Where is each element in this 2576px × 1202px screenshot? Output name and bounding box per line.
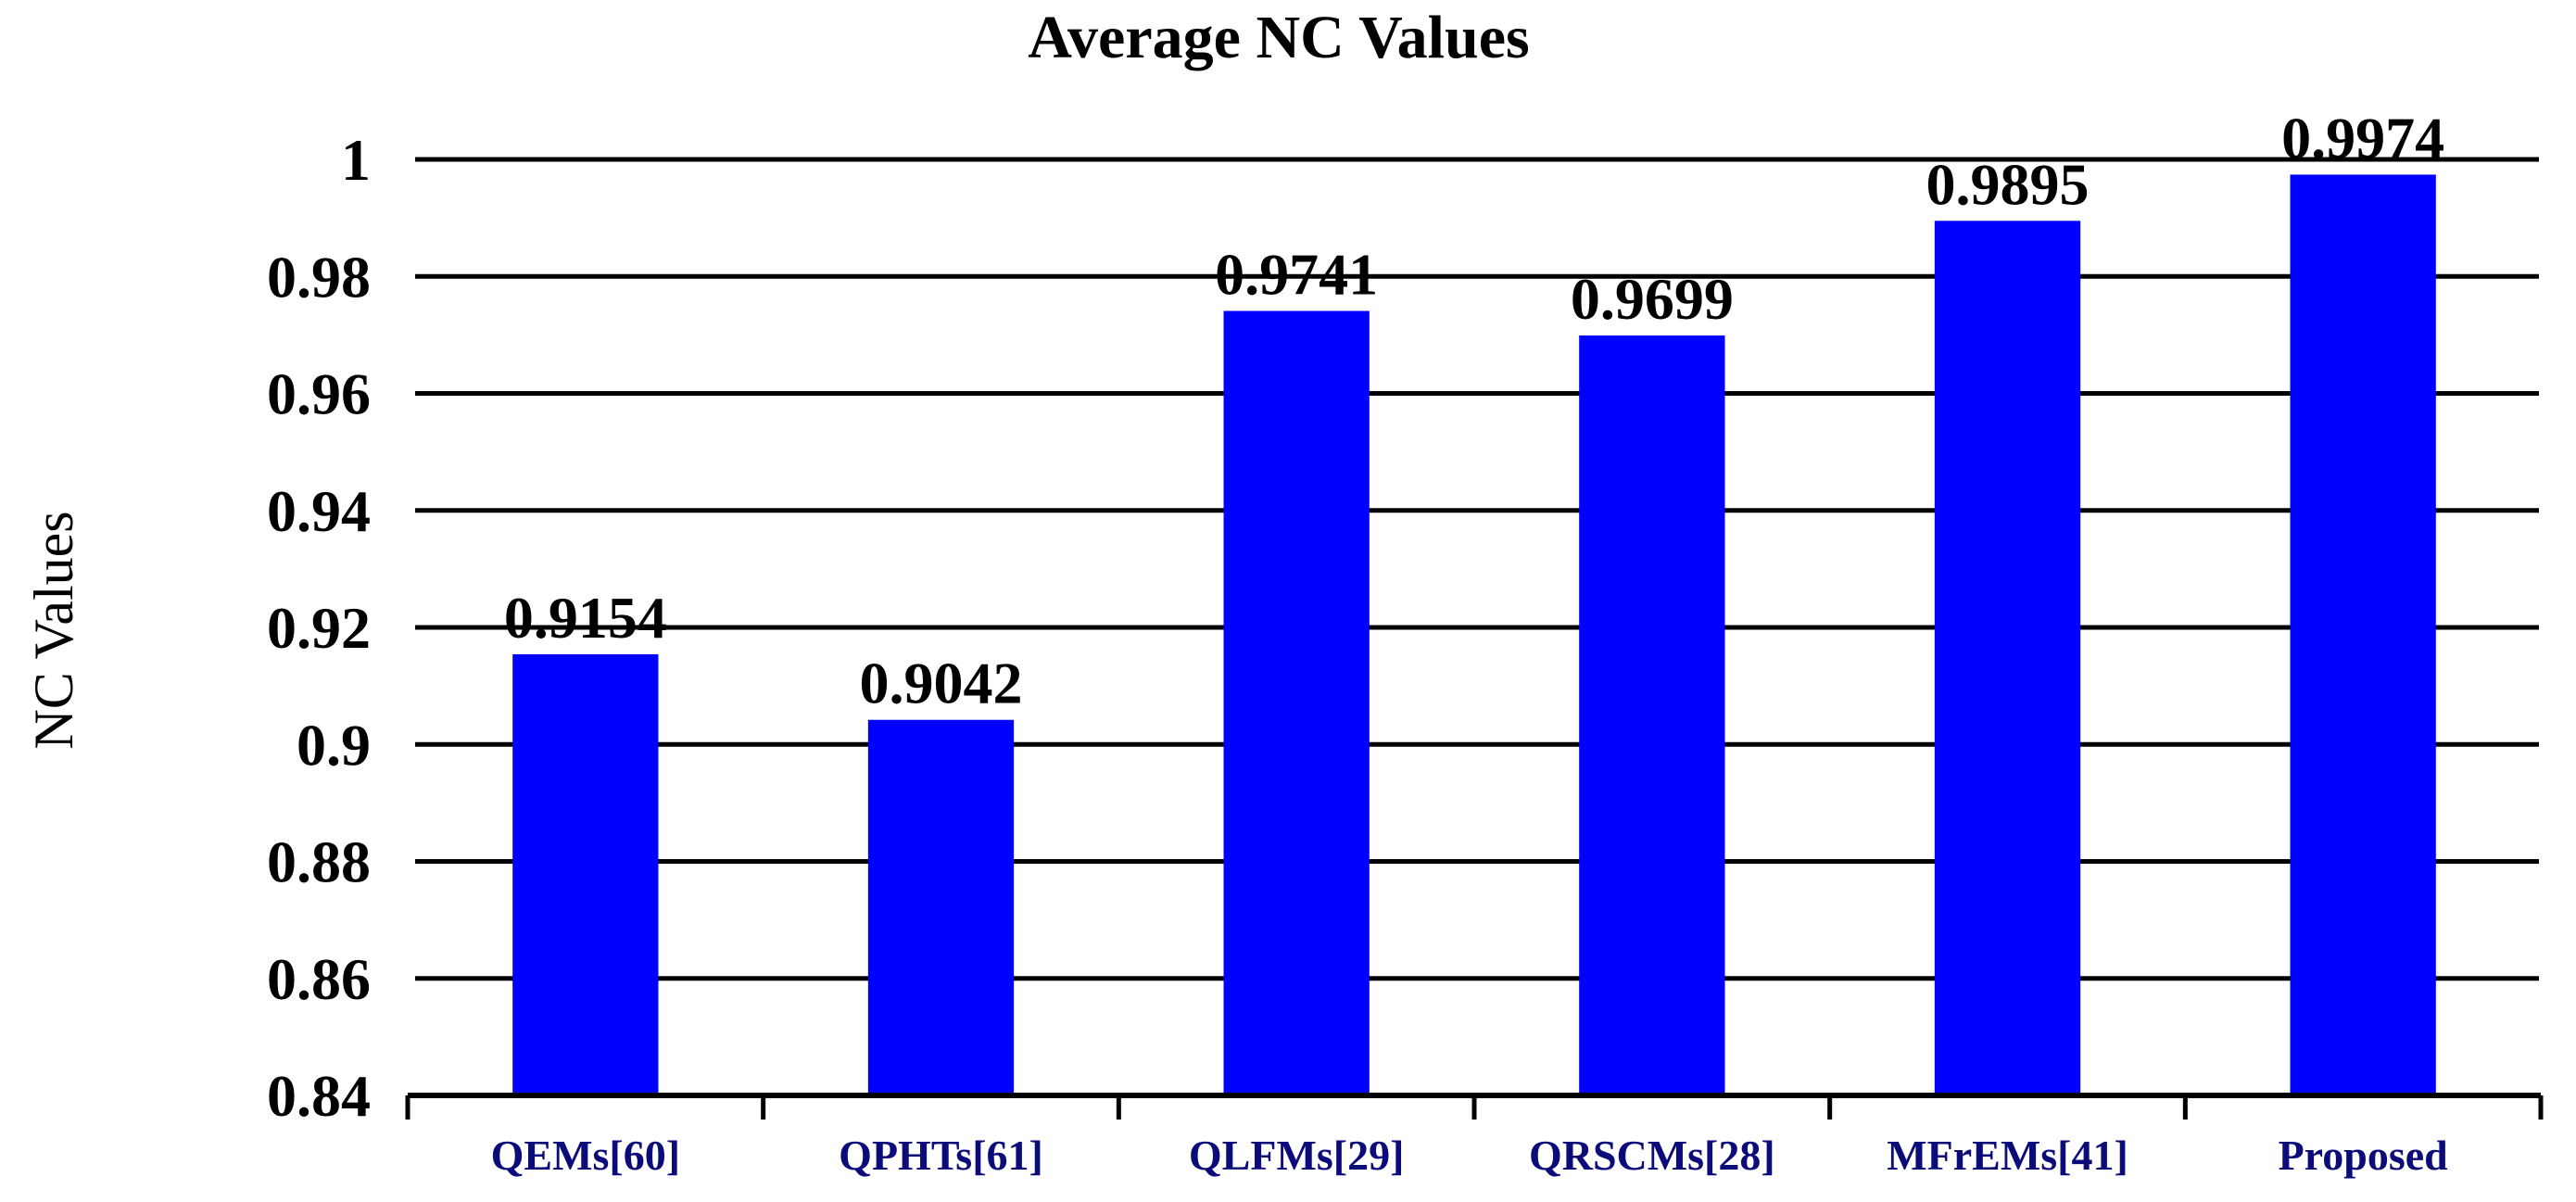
x-tick-label: QLFMs[29] [1189, 1132, 1405, 1179]
y-tick-label: 0.84 [267, 1063, 371, 1129]
x-tick-label: QPHTs[61] [839, 1132, 1043, 1179]
y-tick-label: 1 [341, 127, 371, 193]
bar [1223, 310, 1370, 1095]
y-tick-label: 0.98 [267, 244, 371, 310]
y-tick-label: 0.96 [267, 361, 371, 427]
x-tick-labels: QEMs[60] QPHTs[61] QLFMs[29] QRSCMs[28] MFrE… [491, 1132, 2449, 1179]
gridlines [415, 157, 2539, 981]
data-label: 0.9895 [1926, 151, 2090, 217]
data-label: 0.9699 [1571, 266, 1734, 332]
bars [512, 174, 2436, 1096]
bar [867, 719, 1015, 1095]
bar [1934, 221, 2081, 1095]
x-tick-label: Proposed [2279, 1132, 2449, 1179]
y-tick-label: 0.94 [267, 478, 371, 544]
x-tick-label: MFrEMs[41] [1887, 1132, 2128, 1179]
data-labels: 0.9154 0.9042 0.9741 0.9699 0.9895 0.9974 [504, 105, 2444, 715]
data-label: 0.9741 [1215, 241, 1378, 307]
y-tick-labels: 0.84 0.86 0.88 0.9 0.92 0.94 0.96 0.98 1 [267, 127, 371, 1129]
bar [512, 654, 659, 1095]
y-tick-label: 0.88 [267, 829, 371, 895]
y-tick-label: 0.86 [267, 946, 371, 1012]
bar [1579, 335, 1725, 1096]
x-tick-label: QRSCMs[28] [1529, 1132, 1775, 1179]
bar [2290, 174, 2436, 1096]
y-axis-label: NC Values [23, 511, 84, 749]
x-axis [405, 1093, 2544, 1120]
chart-title: Average NC Values [1028, 4, 1529, 71]
data-label: 0.9154 [504, 585, 667, 651]
data-label: 0.9042 [860, 651, 1023, 716]
data-label: 0.9974 [2281, 105, 2444, 171]
y-tick-label: 0.92 [267, 595, 371, 661]
x-tick-label: QEMs[60] [491, 1132, 680, 1179]
y-tick-label: 0.9 [297, 712, 371, 778]
